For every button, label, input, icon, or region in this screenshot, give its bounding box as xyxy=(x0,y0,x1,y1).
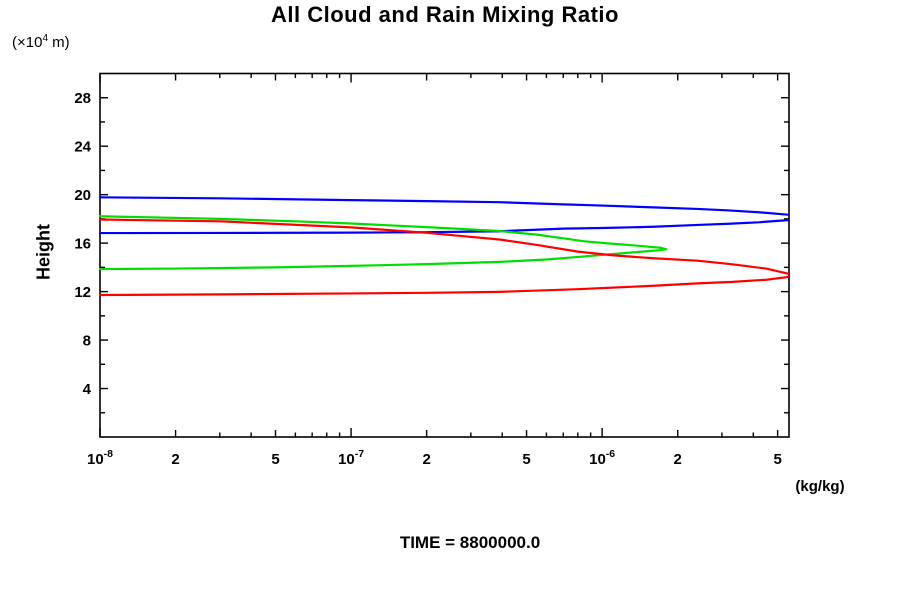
y-tick-label: 28 xyxy=(74,90,91,107)
x-axis-ticks: 10-8 2 5 10-7 2 5 10-6 2 5 xyxy=(87,73,782,468)
y-axis-unit-label: (×104 m) xyxy=(12,33,70,51)
y-tick-label: 16 xyxy=(74,235,91,252)
x-axis-unit-label: (kg/kg) xyxy=(795,478,845,495)
y-tick-label: 20 xyxy=(74,187,91,204)
x-tick-label: 10-6 xyxy=(589,448,615,468)
y-tick-label: 12 xyxy=(74,284,91,301)
series-red-line xyxy=(98,218,789,297)
chart-title: All Cloud and Rain Mixing Ratio xyxy=(271,2,619,27)
x-tick-label: 5 xyxy=(271,451,279,468)
x-tick-label: 10-7 xyxy=(338,448,364,468)
x-tick-label: 2 xyxy=(422,451,430,468)
x-tick-label: 10-8 xyxy=(87,448,113,468)
y-tick-label: 4 xyxy=(83,381,92,398)
y-axis-unit-prefix: (×10 xyxy=(12,34,43,51)
y-axis-unit-suffix: m) xyxy=(48,34,70,51)
x-tick-label: 5 xyxy=(522,451,530,468)
time-annotation: TIME = 8800000.0 xyxy=(399,533,541,552)
y-tick-label: 8 xyxy=(83,332,91,349)
plot-border xyxy=(99,72,790,438)
x-tick-label: 5 xyxy=(773,451,781,468)
series-green-line xyxy=(98,215,668,271)
x-tick-label: 2 xyxy=(171,451,179,468)
y-axis-ticks: 4 8 12 16 20 24 28 xyxy=(74,90,789,414)
x-tick-label: 2 xyxy=(674,451,682,468)
y-tick-label: 24 xyxy=(74,139,91,156)
y-axis-unit-exponent: 4 xyxy=(42,33,49,44)
